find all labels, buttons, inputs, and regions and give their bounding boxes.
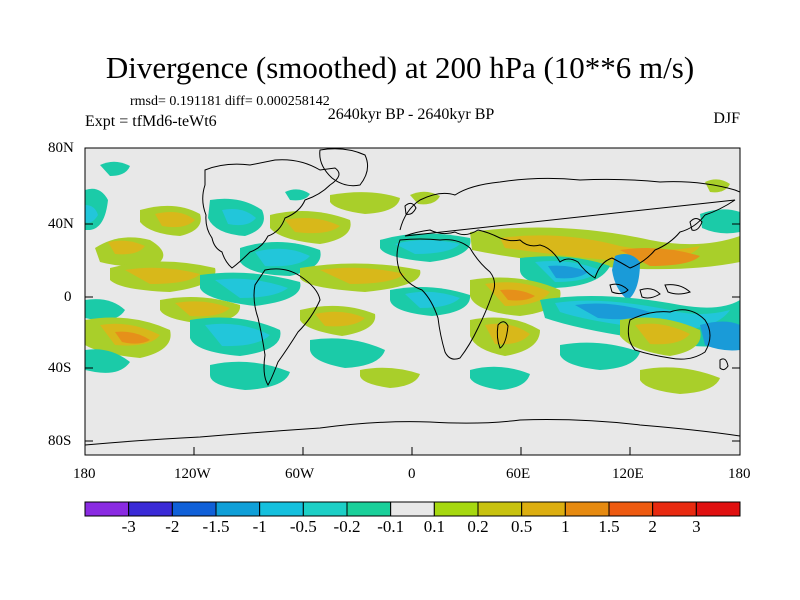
- stats-text: rmsd= 0.191181 diff= 0.000258142: [130, 94, 330, 109]
- lon-label-60e: 60E: [506, 466, 531, 482]
- eurasia-coast: [399, 177, 740, 279]
- colorbar-swatch: [171, 501, 217, 517]
- lat-label-0: 0: [64, 289, 72, 305]
- lon-label-120w: 120W: [174, 466, 211, 482]
- experiment-label: Expt = tfMd6-teWt6: [85, 113, 217, 130]
- madagascar-coast: [496, 321, 509, 349]
- indonesia-coast: [609, 283, 691, 299]
- colorbar-swatch: [259, 501, 304, 517]
- british-isles-coast: [404, 202, 417, 215]
- colorbar-swatch: [346, 501, 392, 517]
- colorbar-label: -2: [165, 517, 180, 536]
- colorbar-label: 1: [561, 517, 570, 536]
- colorbar-label: -0.2: [333, 517, 361, 536]
- divergence-field: [85, 161, 740, 394]
- colorbar-swatch: [302, 501, 348, 517]
- period-label: 2640kyr BP - 2640kyr BP: [327, 106, 495, 123]
- north-america-coast: [202, 159, 340, 269]
- colorbar-label: 0.5: [511, 517, 533, 536]
- colorbar-label: -1.5: [202, 517, 230, 536]
- lat-label-80s: 80S: [48, 433, 72, 449]
- plot-title: Divergence (smoothed) at 200 hPa (10**6 …: [105, 50, 695, 85]
- colorbar-label: 1.5: [598, 517, 620, 536]
- colorbar-swatch: [695, 501, 741, 517]
- south-america-coast: [253, 268, 321, 386]
- japan-coast: [689, 218, 703, 231]
- colorbar-swatch: [608, 501, 654, 517]
- colorbar-label: 3: [692, 517, 701, 536]
- colorbar-label: -0.1: [377, 517, 405, 536]
- lon-label-0: 0: [408, 466, 416, 482]
- colorbar-swatch: [215, 501, 261, 517]
- lon-label-120e: 120E: [612, 466, 644, 482]
- lon-label-60w: 60W: [285, 466, 315, 482]
- colorbar-swatch: [521, 501, 566, 517]
- colorbar-label: -3: [121, 517, 136, 536]
- antarctica-coast: [85, 419, 740, 446]
- lon-label-180w: 180: [73, 466, 96, 482]
- colorbar: [84, 501, 741, 517]
- coastlines: [85, 148, 740, 446]
- colorbar-swatch: [390, 501, 435, 517]
- lat-label-80n: 80N: [48, 140, 74, 156]
- colorbar-swatch: [477, 501, 523, 517]
- colorbar-label: 0.1: [423, 517, 445, 536]
- colorbar-label: -0.5: [289, 517, 317, 536]
- colorbar-swatch: [433, 501, 479, 517]
- new-zealand-coast: [719, 358, 729, 371]
- axis-ticks: [85, 147, 740, 455]
- africa-coast: [396, 238, 496, 360]
- colorbar-label: -1: [252, 517, 267, 536]
- colorbar-swatch: [564, 501, 610, 517]
- colorbar-swatch: [652, 501, 697, 517]
- colorbar-swatch: [128, 501, 173, 517]
- lon-label-180e: 180: [728, 466, 751, 482]
- greenland-coast: [319, 148, 369, 187]
- colorbar-label: 0.2: [467, 517, 489, 536]
- colorbar-swatch: [84, 501, 130, 517]
- season-label: DJF: [713, 110, 740, 127]
- australia-coast: [627, 309, 711, 360]
- colorbar-label: 2: [648, 517, 657, 536]
- lat-label-40s: 40S: [48, 360, 72, 376]
- lat-label-40n: 40N: [48, 216, 74, 232]
